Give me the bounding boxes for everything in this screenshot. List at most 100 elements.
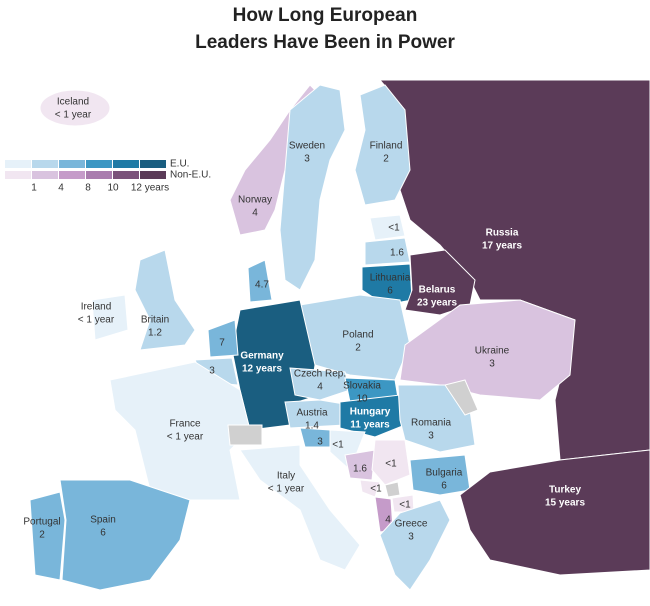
country-value: < 1 year [55,110,92,121]
kosovo [384,481,401,498]
country-name: Iceland [57,97,89,108]
france [109,361,251,501]
country-value: 6 [387,286,393,297]
country-name: Spain [90,515,116,526]
country-value: 3 [209,366,215,377]
legend-swatch [86,171,112,179]
finland [354,84,411,206]
country-name: Poland [342,330,373,341]
country-value: 3 [408,532,414,543]
country-value: 3 [428,431,434,442]
country-name: Greece [395,519,428,530]
bulgaria [409,454,471,496]
legend-swatch [140,171,166,179]
country-value: 10 [356,394,368,405]
country-value: <1 [332,440,344,451]
country-name: Bulgaria [426,468,463,479]
ireland [91,294,129,341]
country-name: Lithuania [370,273,411,284]
sweden [279,84,346,291]
title: Leaders Have Been in Power [195,32,455,53]
country-name: Czech Rep. [294,369,346,380]
legend-tick: 1 [31,183,37,194]
legend-swatch [113,171,139,179]
legend-swatch [5,160,31,168]
ukraine [399,299,576,401]
country-value: 4.7 [255,280,269,291]
legend-swatch [59,171,85,179]
country-name: Sweden [289,141,325,152]
country-name: Austria [296,408,328,419]
country-value: 2 [383,154,389,165]
country-name: Romania [411,418,451,429]
greece [379,499,451,591]
country-name: Slovakia [343,381,381,392]
denmark [247,259,273,303]
country-name: Russia [486,228,519,239]
legend-tick: 12 years [131,183,169,194]
legend-swatch [140,160,166,168]
country-value: 3 [317,437,323,448]
country-name: Italy [277,471,295,482]
spain [59,479,191,591]
iceland [39,89,111,127]
czech [289,367,351,401]
country-value: 4 [317,382,323,393]
italy [239,444,361,571]
country-name: Finland [370,141,403,152]
legend-eu: E.U. [170,159,189,170]
country-name: Ukraine [475,346,510,357]
legend-swatch [59,160,85,168]
country-value: 2 [39,530,45,541]
country-value: 6 [441,481,447,492]
turkey [459,449,650,576]
country-value: 3 [304,154,310,165]
country-value: <1 [385,459,397,470]
country-value: 4 [385,515,391,526]
country-value: 4 [252,208,258,219]
britain [134,249,196,351]
switzerland [227,424,263,446]
legend-tick: 8 [85,183,91,194]
legend-tick: 4 [58,183,64,194]
country-name: Belarus [419,285,456,296]
country-value: < 1 year [78,315,115,326]
country-value: 1.6 [353,464,367,475]
country-value: <1 [388,223,400,234]
country-value: <1 [399,500,411,511]
country-value: 11 years [350,420,390,431]
title: How Long European [233,5,418,26]
country-name: Germany [240,351,284,362]
country-name: Britain [141,315,169,326]
country-name: Portugal [23,517,60,528]
country-value: 1.6 [390,248,404,259]
netherlands [207,319,239,358]
country-value: 2 [355,343,361,354]
legend-swatch [113,160,139,168]
hungary [339,394,406,438]
legend-non-eu: Non-E.U. [170,170,211,181]
serbia [371,439,411,486]
country-value: 12 years [242,364,282,375]
legend-swatch [86,160,112,168]
moldova [444,379,479,416]
legend-swatch [32,171,58,179]
estonia [369,214,406,241]
country-name: Norway [238,195,272,206]
country-name: Ireland [81,302,112,313]
country-value: 15 years [545,498,585,509]
country-value: 17 years [482,241,522,252]
country-value: 23 years [417,298,457,309]
country-value: 3 [489,359,495,370]
country-name: France [169,419,201,430]
legend-swatch [32,160,58,168]
country-value: <1 [370,484,382,495]
legend: E.U. Non-E.U. [5,159,211,181]
country-value: < 1 year [167,432,204,443]
land [29,79,650,591]
bosnia [344,449,376,481]
country-value: 1.2 [148,328,162,339]
legend-swatch [5,171,31,179]
legend-tick: 10 [107,183,119,194]
